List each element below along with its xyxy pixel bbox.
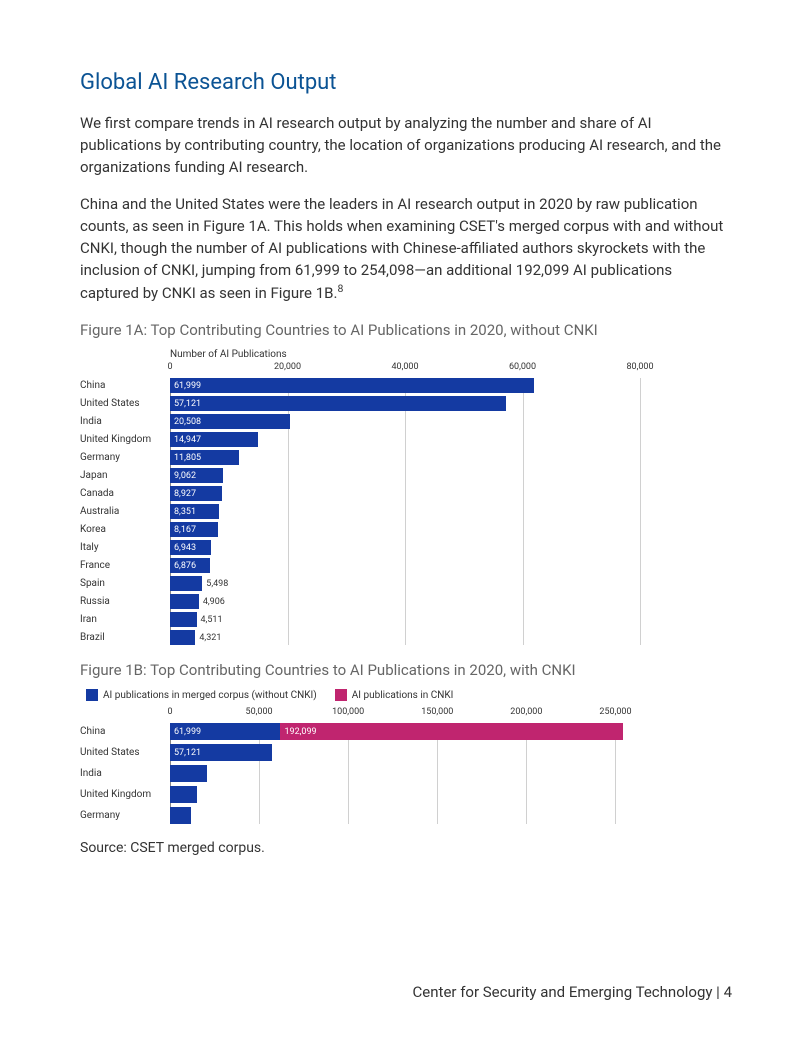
- figure-1b-title: Figure 1B: Top Contributing Countries to…: [80, 661, 732, 679]
- figure-1b-legend: AI publications in merged corpus (withou…: [86, 689, 732, 701]
- figure-1b-plot: China61,999192,099United States57,121Ind…: [80, 723, 732, 824]
- bar-row: China61,999192,099: [80, 723, 732, 740]
- bar-row: Spain 5,498: [80, 576, 732, 591]
- legend-item: AI publications in CNKI: [335, 689, 454, 701]
- paragraph-1: We first compare trends in AI research o…: [80, 113, 732, 178]
- bar-row: United Kingdom: [80, 786, 732, 803]
- bar-category-label: Italy: [80, 542, 170, 553]
- bar-segment: [170, 786, 197, 803]
- bar-row: United States57,121: [80, 396, 732, 411]
- bar-row: Brazil 4,321: [80, 630, 732, 645]
- bar-segment: [170, 807, 191, 824]
- bar-value-label: 4,906: [203, 597, 225, 607]
- axis-tick-label: 150,000: [421, 707, 453, 717]
- bar-row: Australia8,351: [80, 504, 732, 519]
- section-heading: Global AI Research Output: [80, 70, 732, 95]
- bar-category-label: United States: [80, 747, 170, 758]
- bar-row: India: [80, 765, 732, 782]
- bar-segment: 6,943: [170, 540, 211, 555]
- figure-1b-axis: 0 50,000 100,000 150,000 200,000 250,000: [80, 707, 732, 721]
- axis-tick-label: 40,000: [391, 362, 418, 372]
- figure-1a-title: Figure 1A: Top Contributing Countries to…: [80, 321, 732, 339]
- axis-tick-label: 100,000: [332, 707, 364, 717]
- bar-segment: 11,805: [170, 450, 239, 465]
- bar-category-label: Brazil: [80, 632, 170, 643]
- bar-category-label: India: [80, 416, 170, 427]
- bar-row: Korea8,167: [80, 522, 732, 537]
- bar-category-label: India: [80, 768, 170, 779]
- bar-segment: 192,099: [280, 723, 622, 740]
- paragraph-2: China and the United States were the lea…: [80, 194, 732, 305]
- paragraph-2-text: China and the United States were the lea…: [80, 195, 723, 302]
- bar-row: Italy6,943: [80, 540, 732, 555]
- bar-row: Canada8,927: [80, 486, 732, 501]
- axis-tick-label: 250,000: [599, 707, 631, 717]
- bar-category-label: Japan: [80, 470, 170, 481]
- bar-segment: 8,927: [170, 486, 222, 501]
- bar-category-label: Korea: [80, 524, 170, 535]
- bar-category-label: France: [80, 560, 170, 571]
- page-footer: Center for Security and Emerging Technol…: [413, 983, 732, 1001]
- axis-tick-label: 60,000: [509, 362, 536, 372]
- bar-segment: 14,947: [170, 432, 258, 447]
- figure-1a-y-label: Number of AI Publications: [170, 349, 732, 360]
- bar-category-label: Germany: [80, 452, 170, 463]
- bar-segment: 8,167: [170, 522, 218, 537]
- bar-value-label: 5,498: [206, 579, 228, 589]
- bar-segment: 61,999: [170, 378, 534, 393]
- bar-row: Germany: [80, 807, 732, 824]
- footnote-ref: 8: [337, 282, 343, 295]
- bar-category-label: United States: [80, 398, 170, 409]
- bar-row: Japan9,062: [80, 468, 732, 483]
- bar-segment: 61,999: [170, 723, 280, 740]
- bar-segment: 20,508: [170, 414, 290, 429]
- source-line: Source: CSET merged corpus.: [80, 840, 732, 856]
- bar-value-label: 4,321: [199, 633, 221, 643]
- bar-category-label: Germany: [80, 810, 170, 821]
- bar-row: France6,876: [80, 558, 732, 573]
- bar-row: India20,508: [80, 414, 732, 429]
- bar-category-label: Iran: [80, 614, 170, 625]
- axis-tick-label: 0: [167, 707, 172, 717]
- axis-tick-label: 200,000: [510, 707, 542, 717]
- bar-segment: 6,876: [170, 558, 210, 573]
- axis-tick-label: 80,000: [626, 362, 653, 372]
- bar-category-label: Russia: [80, 596, 170, 607]
- bar-value-label: 4,511: [201, 615, 223, 625]
- legend-swatch: [335, 689, 347, 701]
- bar-category-label: China: [80, 380, 170, 391]
- axis-tick-label: 0: [167, 362, 172, 372]
- legend-label: AI publications in CNKI: [352, 690, 454, 701]
- bar-category-label: Spain: [80, 578, 170, 589]
- bar-category-label: United Kingdom: [80, 434, 170, 445]
- figure-1a: Figure 1A: Top Contributing Countries to…: [80, 321, 732, 645]
- bar-category-label: Australia: [80, 506, 170, 517]
- bar-row: Iran 4,511: [80, 612, 732, 627]
- figure-1a-plot: China61,999United States57,121India20,50…: [80, 378, 732, 645]
- bar-category-label: Canada: [80, 488, 170, 499]
- bar-segment: [170, 612, 197, 627]
- bar-category-label: China: [80, 726, 170, 737]
- bar-segment: 9,062: [170, 468, 223, 483]
- bar-segment: 57,121: [170, 744, 272, 761]
- bar-category-label: United Kingdom: [80, 789, 170, 800]
- bar-segment: [170, 576, 202, 591]
- figure-1a-axis: 0 20,000 40,000 60,000 80,000: [80, 362, 732, 376]
- bar-row: China61,999: [80, 378, 732, 393]
- figure-1b: Figure 1B: Top Contributing Countries to…: [80, 661, 732, 824]
- legend-swatch: [86, 689, 98, 701]
- bar-segment: [170, 630, 195, 645]
- bar-row: Germany11,805: [80, 450, 732, 465]
- legend-item: AI publications in merged corpus (withou…: [86, 689, 317, 701]
- bar-segment: 8,351: [170, 504, 219, 519]
- bar-row: United Kingdom14,947: [80, 432, 732, 447]
- bar-segment: [170, 594, 199, 609]
- axis-tick-label: 50,000: [246, 707, 273, 717]
- legend-label: AI publications in merged corpus (withou…: [103, 690, 317, 701]
- axis-tick-label: 20,000: [274, 362, 301, 372]
- bar-segment: 57,121: [170, 396, 506, 411]
- bar-row: United States57,121: [80, 744, 732, 761]
- bar-row: Russia 4,906: [80, 594, 732, 609]
- bar-segment: [170, 765, 207, 782]
